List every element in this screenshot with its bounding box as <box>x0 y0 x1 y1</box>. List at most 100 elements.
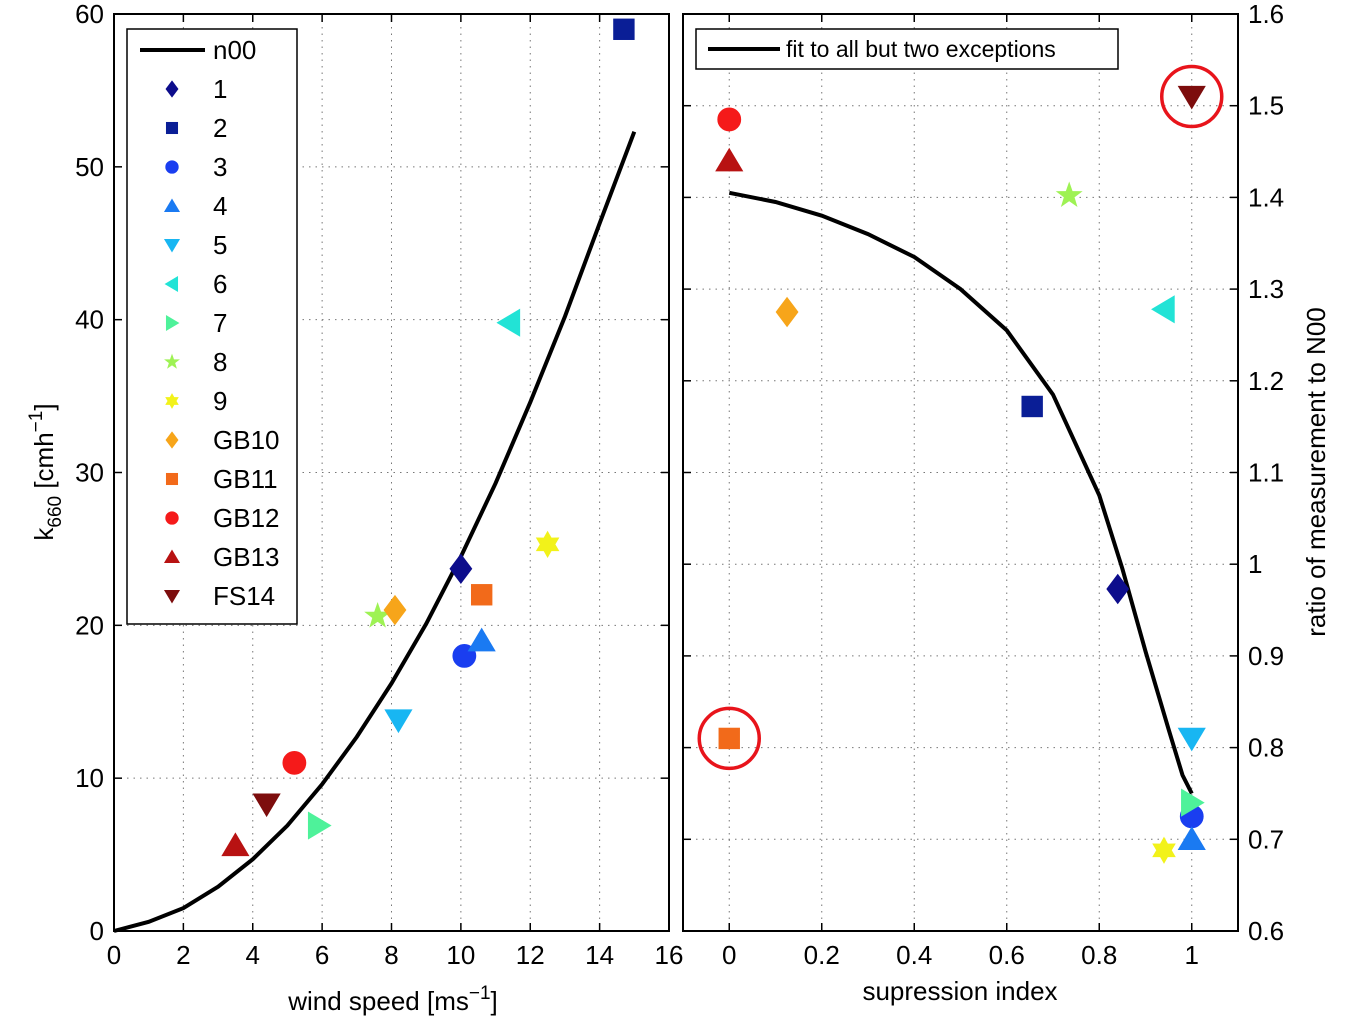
y-tick-label: 1.2 <box>1248 366 1284 396</box>
point-gb11 <box>718 727 740 750</box>
right-y-axis-label: ratio of measurement to N00 <box>1301 307 1331 637</box>
x-tick-label: 1 <box>1185 940 1199 970</box>
right-axis-ticks: 0 0.2 0.4 0.6 0.8 1 0.6 0.7 0.8 0.9 1 1.1 1.2 1.3 1.4 1… <box>683 0 1284 970</box>
x-tick-label: 16 <box>655 940 684 970</box>
legend-marker-gb13 <box>163 549 181 564</box>
legend-marker-gb12 <box>165 511 179 525</box>
right-x-axis-label: supression index <box>862 976 1057 1006</box>
right-plot-frame <box>682 13 1239 932</box>
y-tick-label: 60 <box>75 0 104 29</box>
legend-label-1: 1 <box>213 74 227 104</box>
exception-circle <box>697 706 761 771</box>
point-fs14 <box>1177 85 1206 110</box>
y-tick-label: 1.3 <box>1248 274 1284 304</box>
legend-label-2: 2 <box>213 113 227 143</box>
x-tick-label: 0.4 <box>896 940 932 970</box>
legend-marker-gb11 <box>165 472 179 486</box>
y-tick-label: 40 <box>75 305 104 335</box>
right-scatter-points <box>697 64 1224 864</box>
point-gb10 <box>383 594 407 626</box>
legend-label-3: 3 <box>213 152 227 182</box>
point-1 <box>1106 573 1130 605</box>
y-tick-label: 1.6 <box>1248 0 1284 29</box>
point-6 <box>1151 295 1175 324</box>
y-tick-label: 0 <box>90 916 104 946</box>
y-tick-label: 50 <box>75 152 104 182</box>
legend-label-9: 9 <box>213 386 227 416</box>
legend-label-fit: fit to all but two exceptions <box>786 36 1056 62</box>
legend-label-4: 4 <box>213 191 227 221</box>
y-tick-label: 1.5 <box>1248 91 1284 121</box>
legend-label-gb13: GB13 <box>213 542 280 572</box>
exception-circle <box>1160 64 1224 129</box>
fit-curve <box>728 190 1194 795</box>
legend-marker-5 <box>163 238 181 253</box>
point-1 <box>449 553 473 585</box>
legend-label-n00: n00 <box>213 35 256 65</box>
x-tick-label: 8 <box>384 940 398 970</box>
legend-marker-2 <box>165 121 179 135</box>
point-gb12 <box>717 107 742 132</box>
right-gridlines <box>683 14 1238 931</box>
y-tick-label: 1 <box>1248 549 1262 579</box>
y-tick-label: 1.4 <box>1248 182 1284 212</box>
point-7 <box>1181 788 1205 817</box>
legend-marker-fs14 <box>163 589 181 604</box>
point-4 <box>1177 826 1206 850</box>
x-tick-label: 4 <box>246 940 260 970</box>
right-chart-panel: 0 0.2 0.4 0.6 0.8 1 0.6 0.7 0.8 0.9 1 1.1 1.2 1.3 1.4 1… <box>682 0 1331 1006</box>
point-fs14 <box>252 793 281 818</box>
y-tick-label: 30 <box>75 458 104 488</box>
legend-marker-6 <box>164 275 179 293</box>
legend-marker-8 <box>164 353 180 369</box>
legend-marker-1 <box>165 80 179 98</box>
point-gb11 <box>470 584 493 606</box>
point-5 <box>384 709 413 734</box>
y-tick-label: 0.6 <box>1248 916 1284 946</box>
legend-marker-4 <box>163 198 181 213</box>
point-8 <box>1055 181 1083 207</box>
point-9 <box>1152 836 1176 864</box>
x-tick-label: 0 <box>722 940 736 970</box>
x-tick-label: 0.6 <box>989 940 1025 970</box>
point-6 <box>496 308 521 337</box>
x-tick-label: 10 <box>446 940 475 970</box>
x-tick-label: 6 <box>315 940 329 970</box>
legend-marker-gb10 <box>165 431 179 449</box>
x-tick-label: 0.2 <box>804 940 840 970</box>
x-tick-label: 2 <box>176 940 190 970</box>
y-tick-label: 0.9 <box>1248 641 1284 671</box>
legend-label-fs14: FS14 <box>213 581 275 611</box>
point-gb13 <box>221 832 250 857</box>
point-4 <box>467 627 496 652</box>
legend-label-5: 5 <box>213 230 227 260</box>
legend-box <box>126 28 298 625</box>
legend-label-gb11: GB11 <box>213 464 278 494</box>
y-tick-label: 10 <box>75 763 104 793</box>
point-2 <box>1021 395 1043 418</box>
point-9 <box>535 530 560 558</box>
point-gb13 <box>715 147 744 172</box>
right-legend: fit to all but two exceptions <box>695 28 1119 70</box>
legend-marker-7 <box>165 314 180 332</box>
y-tick-label: 0.8 <box>1248 733 1284 763</box>
legend-label-7: 7 <box>213 308 227 338</box>
point-gb12 <box>282 750 307 775</box>
legend-marker-3 <box>165 160 179 174</box>
legend-label-8: 8 <box>213 347 227 377</box>
x-tick-label: 14 <box>585 940 614 970</box>
point-gb10 <box>775 296 799 328</box>
n00-curve <box>113 130 637 933</box>
point-5 <box>1177 727 1206 752</box>
left-y-axis-label: k660 [cmh−1] <box>26 403 66 540</box>
y-tick-label: 1.1 <box>1248 458 1284 488</box>
point-2 <box>613 18 635 40</box>
legend-label-gb10: GB10 <box>213 425 280 455</box>
left-legend: n00 1 2 3 4 5 6 7 8 9 GB10 GB11 GB12 GB13 FS14 <box>126 28 298 625</box>
legend-marker-9 <box>165 393 179 409</box>
left-scatter-points <box>221 18 635 857</box>
y-tick-label: 20 <box>75 610 104 640</box>
x-tick-label: 12 <box>516 940 545 970</box>
